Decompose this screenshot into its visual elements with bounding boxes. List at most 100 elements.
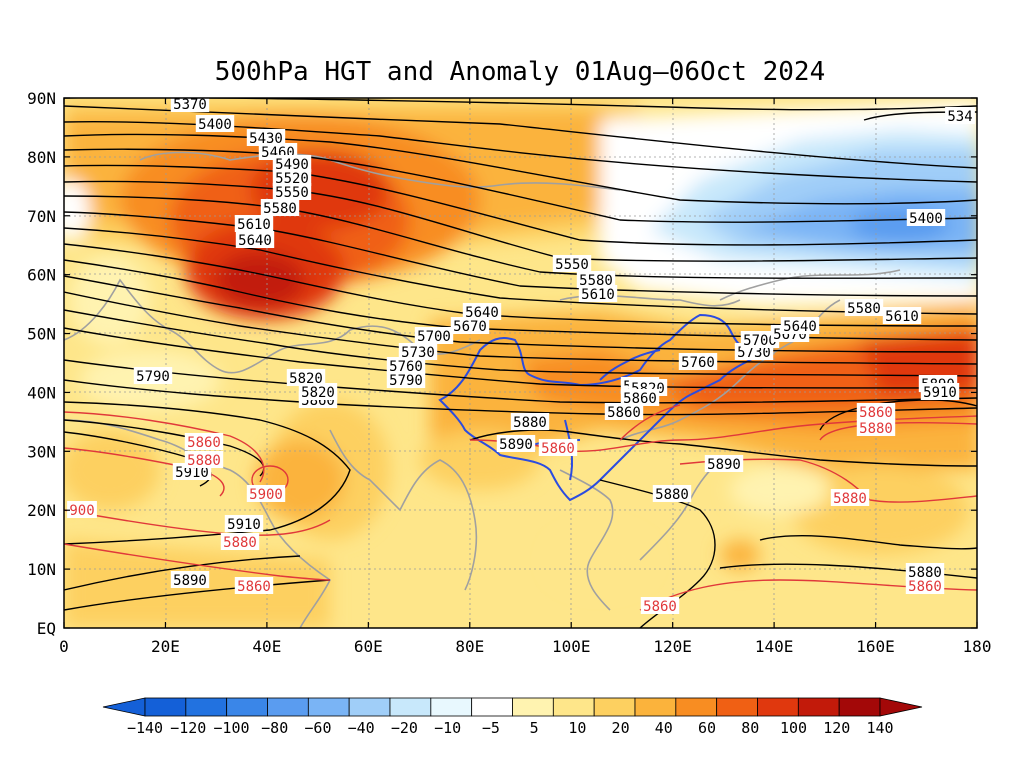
lon-tick-label: 80E xyxy=(455,637,484,656)
colorbar-tick-label: 5 xyxy=(530,719,539,737)
lat-tick-label: 50N xyxy=(27,325,56,344)
colorbar-swatch xyxy=(185,697,228,717)
colorbar-swatch xyxy=(716,697,758,717)
contour-label: 5910 xyxy=(923,385,957,401)
lon-tick-label: 140E xyxy=(755,637,794,656)
contour-label: 5860 xyxy=(187,435,221,451)
lat-tick-label: 20N xyxy=(27,501,56,520)
colorbar-left-arrow xyxy=(102,697,146,717)
contour-label: 5880 xyxy=(223,535,257,551)
colorbar-right-arrow xyxy=(879,697,923,717)
colorbar-tick-label: −100 xyxy=(213,719,249,737)
longitude-labels: 0 20E 40E 60E 80E 100E 120E 140E 160E 180 xyxy=(59,637,991,656)
colorbar-tick-label: 20 xyxy=(612,719,630,737)
colorbar-tick-label: 80 xyxy=(741,719,759,737)
contour-label: 5860 xyxy=(237,579,271,595)
colorbar-tick-label: −120 xyxy=(170,719,206,737)
contour-label: 5610 xyxy=(237,217,271,233)
contour-label: 5580 xyxy=(847,301,881,317)
colorbar-swatch xyxy=(593,697,636,717)
colorbar-swatch xyxy=(471,697,513,717)
colorbar-tick-label: 100 xyxy=(780,719,807,737)
colorbar-swatch xyxy=(757,697,799,717)
colorbar-swatch xyxy=(634,697,677,717)
contour-label: 5910 xyxy=(227,517,261,533)
colorbar-swatch xyxy=(348,697,391,717)
contour-label: 5900 xyxy=(249,487,283,503)
contour-label: 5890 xyxy=(173,573,207,589)
colorbar-tick-label: −60 xyxy=(304,719,331,737)
contour-label: 5700 xyxy=(743,333,777,349)
lon-tick-label: 0 xyxy=(59,637,69,656)
contour-label: 534 xyxy=(947,109,972,125)
colorbar xyxy=(102,697,923,717)
colorbar-swatch xyxy=(307,697,350,717)
contour-label: 5860 xyxy=(623,391,657,407)
contour-label: 5400 xyxy=(198,117,232,133)
lon-tick-label: 180 xyxy=(963,637,992,656)
colorbar-swatch xyxy=(389,697,432,717)
contour-label: 5880 xyxy=(187,453,221,469)
contour-label: 5880 xyxy=(859,421,893,437)
colorbar-tick-label: 60 xyxy=(698,719,716,737)
contour-label: 5370 xyxy=(173,97,207,113)
axis-ticks xyxy=(63,97,978,629)
colorbar-tick-label: 10 xyxy=(568,719,586,737)
colorbar-swatch xyxy=(552,697,595,717)
lat-tick-label: 10N xyxy=(27,560,56,579)
lat-tick-label: 60N xyxy=(27,266,56,285)
latitude-labels: 90N 80N 70N 60N 50N 40N 30N 20N 10N EQ xyxy=(27,89,56,638)
contour-label: 5550 xyxy=(275,185,309,201)
contour-label: 5640 xyxy=(783,319,817,335)
contour-label: 5880 xyxy=(655,487,689,503)
colorbar-tick-label: −140 xyxy=(127,719,163,737)
contour-label: 5550 xyxy=(555,257,589,273)
contour-label: 5910 xyxy=(175,465,209,481)
contour-label: 5860 xyxy=(859,405,893,421)
map-title: 500hPa HGT and Anomaly 01Aug–06Oct 2024 xyxy=(215,57,825,87)
colorbar-tick-label: −40 xyxy=(348,719,375,737)
contour-label: 5820 xyxy=(301,385,335,401)
colorbar-tick-label: −5 xyxy=(482,719,500,737)
height-contours-black xyxy=(64,98,977,628)
colorbar-tick-labels: −140 −120 −100 −80 −60 −40 −20 −10 −5 5 10 20 40 60 80… xyxy=(127,719,894,737)
lon-tick-label: 160E xyxy=(856,637,895,656)
contour-label: 5880 xyxy=(833,491,867,507)
colorbar-swatch xyxy=(675,697,718,717)
lat-tick-label: 70N xyxy=(27,207,56,226)
contour-label: 5860 xyxy=(643,599,677,615)
contour-label: 5580 xyxy=(263,201,297,217)
colorbar-tick-label: −20 xyxy=(391,719,418,737)
colorbar-swatch xyxy=(430,697,473,717)
plot-frame xyxy=(63,97,978,629)
contour-label: 5860 xyxy=(908,579,942,595)
contour-label: 5790 xyxy=(136,369,170,385)
colorbar-tick-label: −80 xyxy=(261,719,288,737)
contour-label: 5610 xyxy=(885,309,919,325)
colorbar-swatch xyxy=(267,697,309,717)
colorbar-swatch xyxy=(226,697,268,717)
contour-label: 5610 xyxy=(581,287,615,303)
contour-label: 5860 xyxy=(607,405,641,421)
contour-label: 5860 xyxy=(541,441,575,457)
contour-label: 5790 xyxy=(389,373,423,389)
contour-label: 5760 xyxy=(681,355,715,371)
contour-label: 5700 xyxy=(417,329,451,345)
colorbar-swatch xyxy=(797,697,840,717)
lat-tick-label: EQ xyxy=(37,619,56,638)
contour-label: 5670 xyxy=(453,319,487,335)
lat-tick-label: 90N xyxy=(27,89,56,108)
lon-tick-label: 20E xyxy=(151,637,180,656)
lon-tick-label: 120E xyxy=(653,637,692,656)
lon-tick-label: 100E xyxy=(552,637,591,656)
anomaly-shading xyxy=(64,98,977,628)
lat-tick-label: 40N xyxy=(27,383,56,402)
contour-label: 5880 xyxy=(513,415,547,431)
colorbar-tick-label: 120 xyxy=(823,719,850,737)
colorbar-tick-label: 140 xyxy=(866,719,893,737)
contour-label: 5890 xyxy=(707,457,741,473)
contour-label: 5640 xyxy=(238,233,272,249)
contour-label: 5400 xyxy=(909,211,943,227)
